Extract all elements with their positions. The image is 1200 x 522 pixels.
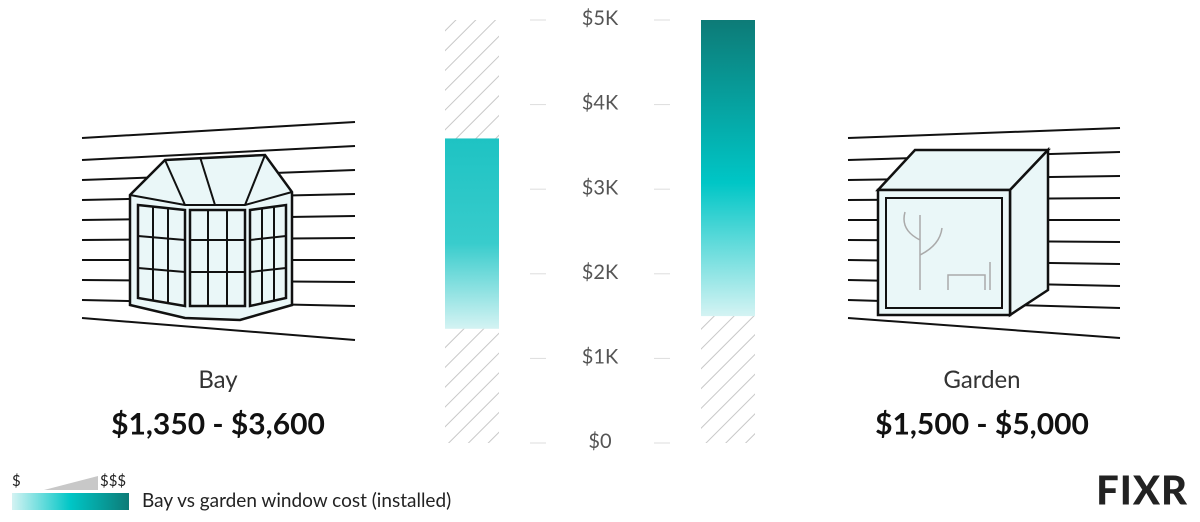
legend-gradient bbox=[12, 493, 129, 510]
chart: $0 $1K $2K $3K $4K $5K Bay $1,350 - $3,600 Garde… bbox=[111, 6, 1089, 453]
legend-wedge bbox=[44, 476, 98, 490]
legend: $ $$$ Bay vs garden window cost (install… bbox=[12, 472, 451, 512]
y-tick-label: $2K bbox=[582, 260, 619, 284]
y-tick-label: $5K bbox=[582, 6, 619, 30]
y-tick-label: $4K bbox=[582, 91, 619, 115]
legend-high-label: $$$ bbox=[100, 472, 126, 490]
legend-low-label: $ bbox=[12, 472, 21, 490]
y-tick-label: $3K bbox=[582, 175, 619, 199]
category-label: Bay bbox=[198, 365, 238, 394]
range-bar bbox=[701, 20, 755, 317]
garden-illustration bbox=[847, 127, 1121, 339]
category-label: Garden bbox=[943, 365, 1020, 394]
brand-logo: FIXR bbox=[1096, 465, 1188, 513]
range-bar bbox=[445, 138, 499, 329]
bay-illustration bbox=[81, 121, 356, 341]
legend-text: Bay vs garden window cost (installed) bbox=[142, 489, 451, 512]
y-tick-label: $1K bbox=[582, 344, 619, 368]
range-label: $1,350 - $3,600 bbox=[111, 406, 325, 442]
range-label: $1,500 - $5,000 bbox=[875, 406, 1089, 442]
y-tick-label: $0 bbox=[588, 429, 611, 453]
